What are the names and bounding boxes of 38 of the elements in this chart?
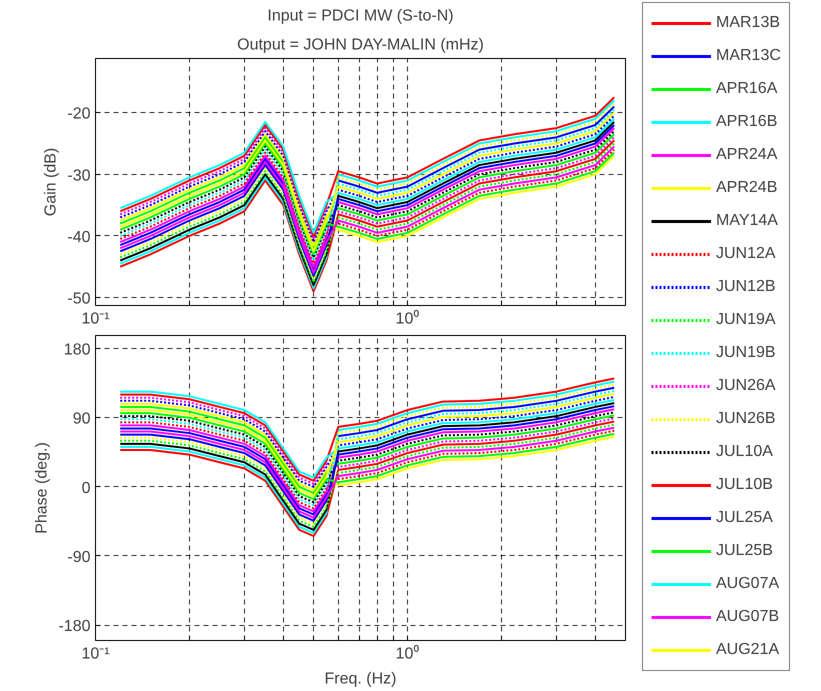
y-tick-label: -50 xyxy=(67,290,91,308)
legend-label: JUN12A xyxy=(716,244,776,264)
x-tick-label: 10⁰ xyxy=(396,644,420,662)
legend-label: JUN26A xyxy=(716,376,776,396)
legend-label: JUL10B xyxy=(716,475,773,495)
legend-label: APR16B xyxy=(716,112,778,132)
legend-label: AUG07B xyxy=(716,607,780,627)
y-tick-label: -20 xyxy=(67,106,91,123)
y-axis-title: Phase (deg.) xyxy=(33,442,50,534)
legend-label: JUN26B xyxy=(716,409,776,429)
legend-label: JUN19B xyxy=(716,343,776,363)
x-tick-label: 10⁻¹ xyxy=(81,310,110,328)
y-tick-label: -180 xyxy=(58,618,91,636)
legend-label: MAY14A xyxy=(716,211,778,231)
x-tick-label: 10⁻¹ xyxy=(81,646,110,662)
y-tick-label: -90 xyxy=(67,548,91,566)
y-tick-label: -30 xyxy=(67,167,91,184)
legend-label: APR24A xyxy=(716,145,778,165)
legend-label: JUL10A xyxy=(716,442,773,462)
legend-label: JUN19A xyxy=(716,310,776,330)
x-axis-title: Freq. (Hz) xyxy=(324,670,396,688)
legend-label: JUL25B xyxy=(716,541,773,561)
legend-label: MAR13C xyxy=(716,46,781,66)
legend-label: APR24B xyxy=(716,178,778,198)
x-tick-label: 10⁰ xyxy=(396,310,420,328)
legend-label: AUG07A xyxy=(716,574,780,594)
legend-label: MAR13B xyxy=(716,13,780,33)
legend-label: JUL25A xyxy=(716,508,773,528)
y-tick-label: -40 xyxy=(67,228,91,246)
chart-subtitle: Output = JOHN DAY-MALIN (mHz) xyxy=(237,36,484,54)
legend-label: APR16A xyxy=(716,79,778,99)
y-tick-label: 180 xyxy=(64,342,91,359)
legend-label: JUN12B xyxy=(716,277,776,297)
y-tick-label: 0 xyxy=(82,480,91,497)
chart-title: Input = PDCI MW (S-to-N) xyxy=(267,8,454,24)
y-axis-title: Gain (dB) xyxy=(42,148,60,216)
legend-label: AUG21A xyxy=(716,640,780,660)
y-tick-label: 90 xyxy=(72,410,91,428)
